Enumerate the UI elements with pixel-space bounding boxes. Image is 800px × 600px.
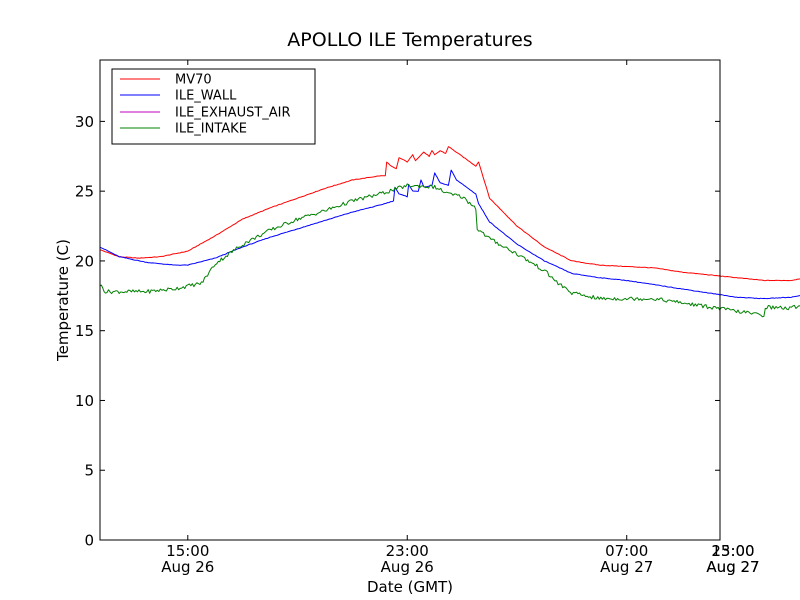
legend-label-ile-wall: ILE_WALL bbox=[175, 89, 237, 104]
y-tick-label: 5 bbox=[84, 462, 94, 480]
x-tick-date-label: Aug 27 bbox=[600, 558, 653, 576]
y-tick-label: 10 bbox=[75, 392, 94, 410]
y-tick-label: 25 bbox=[75, 183, 94, 201]
y-tick-label: 15 bbox=[75, 322, 94, 340]
legend-label-ile-exhaust-air: ILE_EXHAUST_AIR bbox=[175, 106, 291, 121]
y-axis-title: Temperature (C) bbox=[54, 239, 72, 362]
y-tick-label: 0 bbox=[84, 532, 94, 550]
y-tick-label: 20 bbox=[75, 252, 94, 270]
temperature-chart: 051015202530 15:00Aug 2623:00Aug 2607:00… bbox=[0, 0, 800, 600]
x-axis-title: Date (GMT) bbox=[367, 578, 453, 596]
x-tick-date-label: Aug 26 bbox=[161, 558, 214, 576]
legend-label-ile-intake: ILE_INTAKE bbox=[175, 122, 247, 137]
legend: MV70 ILE_WALL ILE_EXHAUST_AIR ILE_INTAKE bbox=[112, 69, 315, 144]
x-tick-date-label: Aug 27 bbox=[706, 558, 759, 576]
y-tick-label: 30 bbox=[75, 113, 94, 131]
legend-label-mv70: MV70 bbox=[175, 73, 212, 88]
x-tick-date-label: Aug 26 bbox=[381, 558, 434, 576]
chart-title: APOLLO ILE Temperatures bbox=[287, 29, 532, 51]
